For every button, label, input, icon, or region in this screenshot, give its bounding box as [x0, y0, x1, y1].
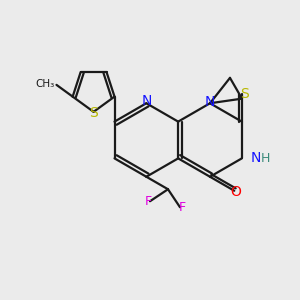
Text: S: S — [241, 87, 249, 100]
Text: N: N — [251, 152, 261, 165]
Text: F: F — [178, 201, 186, 214]
Text: N: N — [141, 94, 152, 108]
Text: S: S — [89, 106, 98, 120]
Text: CH₃: CH₃ — [35, 79, 55, 89]
Text: O: O — [230, 185, 241, 199]
Text: N: N — [205, 95, 215, 109]
Text: H: H — [261, 152, 270, 165]
Text: F: F — [144, 195, 152, 208]
